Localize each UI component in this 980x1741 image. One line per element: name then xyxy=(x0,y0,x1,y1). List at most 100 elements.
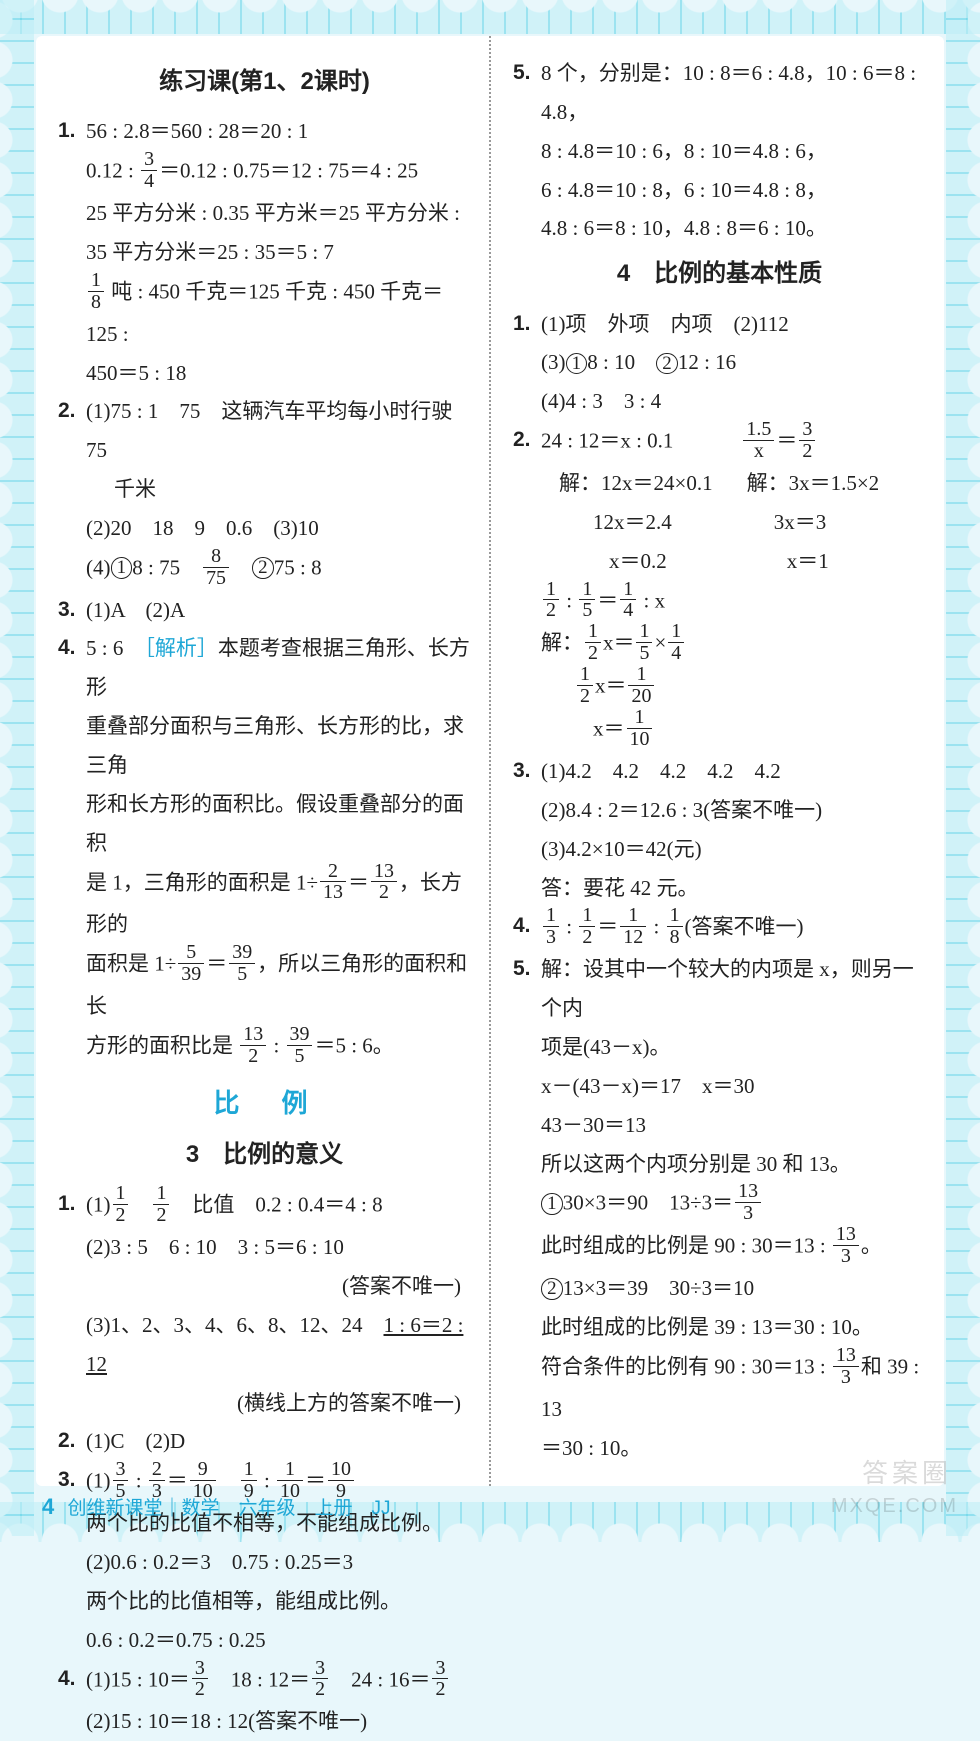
q-number: 1. xyxy=(58,1185,86,1224)
q-number: 2. xyxy=(58,392,86,431)
q-number: 2. xyxy=(58,1422,86,1461)
text-line: 8 个，分别是：10 : 8＝6 : 4.8，10 : 6＝8 : 4.8， xyxy=(541,54,926,132)
text-line: (1)4.2 4.2 4.2 4.2 4.2 xyxy=(541,752,926,791)
text-line: 35 平方分米＝25 : 35＝5 : 7 xyxy=(86,233,471,272)
text-line: (2)20 18 9 0.6 (3)10 xyxy=(86,509,471,548)
text-line: 25 平方分米 : 0.35 平方米＝25 平方分米 : xyxy=(86,194,471,233)
text-line: 6 : 4.8＝10 : 8，6 : 10＝4.8 : 8， xyxy=(541,171,926,210)
text-line: 450＝5 : 18 xyxy=(86,354,471,393)
text-line: 两个比的比值相等，能组成比例。 xyxy=(86,1582,471,1621)
text-line: x＝0.2x＝1 xyxy=(541,542,926,581)
q-number: 2. xyxy=(513,421,541,460)
text-line: (1)C (2)D xyxy=(86,1422,471,1461)
fraction: 875 xyxy=(203,546,229,589)
text-line: 面积是 1÷539＝395，所以三角形的面积和长 xyxy=(86,944,471,1026)
circled-number: 2 xyxy=(541,1278,563,1300)
q-number: 4. xyxy=(513,907,541,946)
circled-number: 1 xyxy=(111,557,133,579)
text-line: (4)18 : 75 875 275 : 8 xyxy=(86,548,471,591)
text-line: 5 : 6 ［解析］本题考查根据三角形、长方形 xyxy=(86,629,471,707)
q3: 3. (1)A (2)A xyxy=(58,591,471,630)
s3-q3: 3. (1)35 : 23＝910 19 : 110＝109 两个比的比值不相等… xyxy=(58,1461,471,1659)
circled-number: 1 xyxy=(541,1193,563,1215)
circled-number: 1 xyxy=(566,353,588,375)
q-number: 1. xyxy=(513,305,541,344)
s4-q3: 3. (1)4.2 4.2 4.2 4.2 4.2 (2)8.4 : 2＝12.… xyxy=(513,752,926,907)
text-line: 解：设其中一个较大的内项是 x，则另一个内 xyxy=(541,950,926,1028)
text-line: (1)75 : 1 75 这辆汽车平均每小时行驶 75 xyxy=(86,392,471,470)
text-line: 符合条件的比例有 90 : 30＝13 : 133和 39 : 13 xyxy=(541,1347,926,1429)
text-line: 方形的面积比是 132 : 395＝5 : 6。 xyxy=(86,1026,471,1069)
fraction: 18 xyxy=(88,270,104,313)
text-line: 12x＝2.43x＝3 xyxy=(541,503,926,542)
s3-q2: 2. (1)C (2)D xyxy=(58,1422,471,1461)
q2: 2. (1)75 : 1 75 这辆汽车平均每小时行驶 75 千米 (2)20 … xyxy=(58,392,471,590)
section-title: 3 比例的意义 xyxy=(58,1133,471,1177)
text-line: 24 : 12＝x : 0.11.5x＝32 xyxy=(541,421,926,464)
fraction: 34 xyxy=(141,149,157,192)
page-footer: 4 创维新课堂｜数学 六年级 上册 JJ xyxy=(42,1493,391,1520)
footer-text: 创维新课堂｜数学 六年级 上册 JJ xyxy=(68,1498,391,1519)
text-line: 此时组成的比例是 39 : 13＝30 : 10。 xyxy=(541,1308,926,1347)
text-line: 项是(43－x)。 xyxy=(541,1028,926,1067)
text-line: x＝110 xyxy=(541,709,926,752)
text-line: (2)0.6 : 0.2＝3 0.75 : 0.25＝3 xyxy=(86,1543,471,1582)
text-line: (3)4.2×10＝42(元) xyxy=(541,830,926,869)
text-line: 此时组成的比例是 90 : 30＝13 : 133。 xyxy=(541,1226,926,1269)
text-line: (3)1、2、3、4、6、8、12、24 1 : 6＝2 : 12 xyxy=(86,1306,471,1384)
s4-q1: 1. (1)项 外项 内项 (2)112 (3)18 : 10 212 : 16… xyxy=(513,305,926,422)
text-line: 130×3＝90 13÷3＝133 xyxy=(541,1183,926,1226)
text-line: 千米 xyxy=(86,470,471,509)
text-line: 13 : 12＝112 : 18(答案不唯一) xyxy=(541,907,926,950)
text-line: 重叠部分面积与三角形、长方形的比，求三角 xyxy=(86,707,471,785)
text-line: 形和长方形的面积比。假设重叠部分的面积 xyxy=(86,785,471,863)
text-line: 4.8 : 6＝8 : 10，4.8 : 8＝6 : 10。 xyxy=(541,209,926,248)
watermark-cn: 答案圈 xyxy=(862,1453,952,1490)
circled-number: 2 xyxy=(656,353,678,375)
text-line: (1)15 : 10＝32 18 : 12＝32 24 : 16＝32 xyxy=(86,1660,471,1703)
q-number: 4. xyxy=(58,1660,86,1699)
text-line: 解：12x＝15×14 xyxy=(541,623,926,666)
page-number: 4 xyxy=(42,1494,54,1519)
circled-number: 2 xyxy=(252,557,274,579)
chapter-title: 比 例 xyxy=(58,1079,471,1127)
text-line: 56 : 2.8＝560 : 28＝20 : 1 xyxy=(86,112,471,151)
q-number: 4. xyxy=(58,629,86,668)
text-line: (2)15 : 10＝18 : 12(答案不唯一) xyxy=(86,1702,471,1741)
s4-q5: 5. 解：设其中一个较大的内项是 x，则另一个内 项是(43－x)。 x－(43… xyxy=(513,950,926,1467)
text-line: 是 1，三角形的面积是 1÷213＝132，长方形的 xyxy=(86,863,471,945)
text-line: (1)12 12 比值 0.2 : 0.4＝4 : 8 xyxy=(86,1185,471,1228)
text-line: (3)18 : 10 212 : 16 xyxy=(541,343,926,382)
section-title: 4 比例的基本性质 xyxy=(513,252,926,296)
text-line: (1)项 外项 内项 (2)112 xyxy=(541,305,926,344)
s3-q4: 4. (1)15 : 10＝32 18 : 12＝32 24 : 16＝32 (… xyxy=(58,1660,471,1741)
left-column: 练习课(第1、2课时) 1. 56 : 2.8＝560 : 28＝20 : 1 … xyxy=(36,36,491,1486)
text-line: (2)3 : 5 6 : 10 3 : 5＝6 : 10 xyxy=(86,1228,471,1267)
analysis-label: ［解析］ xyxy=(144,636,218,660)
s4-q2: 2. 24 : 12＝x : 0.11.5x＝32 解：12x＝24×0.1解：… xyxy=(513,421,926,752)
text-line: 0.6 : 0.2＝0.75 : 0.25 xyxy=(86,1621,471,1660)
text-line: (4)4 : 3 3 : 4 xyxy=(541,382,926,421)
text-line: (2)8.4 : 2＝12.6 : 3(答案不唯一) xyxy=(541,791,926,830)
q5: 5. 8 个，分别是：10 : 8＝6 : 4.8，10 : 6＝8 : 4.8… xyxy=(513,54,926,248)
text-line: 213×3＝39 30÷3＝10 xyxy=(541,1269,926,1308)
text-line: 12x＝120 xyxy=(541,666,926,709)
right-column: 5. 8 个，分别是：10 : 8＝6 : 4.8，10 : 6＝8 : 4.8… xyxy=(491,36,944,1486)
q4: 4. 5 : 6 ［解析］本题考查根据三角形、长方形 重叠部分面积与三角形、长方… xyxy=(58,629,471,1068)
text-line: 所以这两个内项分别是 30 和 13。 xyxy=(541,1145,926,1184)
text-line: 43－30＝13 xyxy=(541,1106,926,1145)
q-number: 5. xyxy=(513,54,541,93)
practice-title: 练习课(第1、2课时) xyxy=(58,60,471,104)
text-line: (1)A (2)A xyxy=(86,591,471,630)
text-line: 18 吨 : 450 千克＝125 千克 : 450 千克＝125 : xyxy=(86,272,471,354)
s4-q4: 4. 13 : 12＝112 : 18(答案不唯一) xyxy=(513,907,926,950)
text-line: 答：要花 42 元。 xyxy=(541,869,926,908)
q-number: 5. xyxy=(513,950,541,989)
q-number: 3. xyxy=(58,591,86,630)
q-number: 3. xyxy=(513,752,541,791)
page-content: 练习课(第1、2课时) 1. 56 : 2.8＝560 : 28＝20 : 1 … xyxy=(36,36,944,1486)
text-line: 12 : 15＝14 : x xyxy=(541,581,926,624)
note-line: (横线上方的答案不唯一) xyxy=(86,1384,471,1423)
text-line: 解：12x＝24×0.1解：3x＝1.5×2 xyxy=(541,464,926,503)
q1: 1. 56 : 2.8＝560 : 28＝20 : 1 0.12 : 34＝0.… xyxy=(58,112,471,392)
